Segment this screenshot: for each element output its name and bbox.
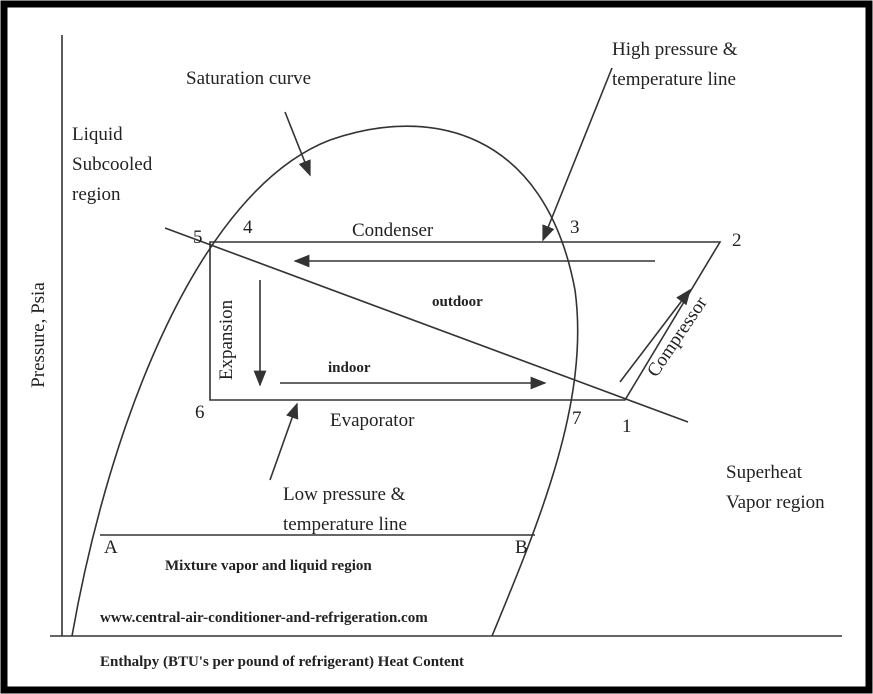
point-label: B — [515, 537, 528, 558]
x-axis-label: Enthalpy (BTU's per pound of refrigerant… — [100, 654, 464, 670]
label: Superheat — [726, 462, 803, 483]
point-label: 5 — [193, 227, 203, 248]
point-label: 1 — [622, 416, 632, 437]
y-axis-label: Pressure, Psia — [28, 282, 49, 388]
arrow — [619, 288, 691, 383]
process-label: indoor — [328, 360, 371, 376]
label: Low pressure & — [283, 484, 406, 505]
point-label: 2 — [732, 230, 742, 251]
process-label: Evaporator — [330, 410, 415, 431]
label: region — [72, 184, 121, 205]
pointer — [284, 111, 311, 177]
point-label: 7 — [572, 408, 582, 429]
label: Mixture vapor and liquid region — [165, 558, 372, 574]
point-label: A — [104, 537, 118, 558]
point-label: 3 — [570, 217, 580, 238]
label: temperature line — [283, 514, 407, 535]
process-label: Expansion — [216, 299, 237, 380]
label: temperature line — [612, 69, 736, 90]
point-label: 6 — [195, 402, 205, 423]
point-label: 4 — [243, 217, 253, 238]
label: Saturation curve — [186, 68, 311, 89]
diagonal-line — [164, 227, 689, 423]
pointer — [269, 402, 299, 481]
website: www.central-air-conditioner-and-refriger… — [100, 610, 428, 626]
label: Liquid — [72, 124, 123, 145]
label: Subcooled — [72, 154, 153, 175]
cycle — [209, 241, 722, 401]
pointer — [542, 67, 613, 242]
process-label: outdoor — [432, 294, 483, 310]
label: Vapor region — [726, 492, 825, 513]
process-label: Condenser — [352, 220, 434, 241]
label: High pressure & — [612, 39, 738, 60]
saturation-curve — [71, 125, 579, 637]
